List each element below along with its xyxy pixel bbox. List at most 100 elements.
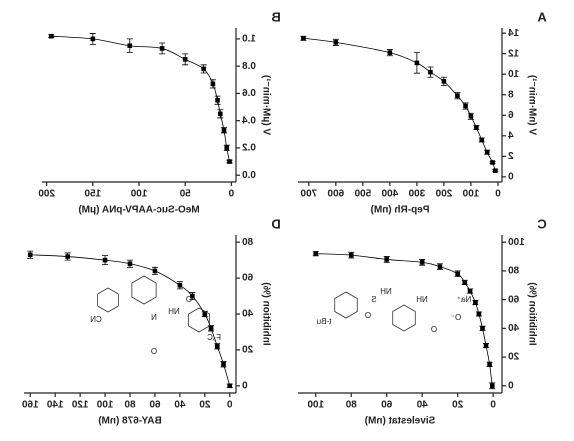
data-point bbox=[127, 43, 133, 49]
x-tick-label: 20 bbox=[452, 400, 464, 411]
data-point bbox=[201, 66, 206, 72]
data-point bbox=[468, 113, 474, 119]
y-tick-label: 12 bbox=[508, 48, 520, 59]
x-tick-label: 60 bbox=[149, 400, 161, 411]
data-point bbox=[414, 60, 420, 66]
fit-curve bbox=[30, 254, 231, 386]
x-tick-label: 200 bbox=[435, 189, 452, 200]
y-tick-label: 2 bbox=[508, 151, 514, 162]
y-axis-title: Inhibition (%) bbox=[260, 282, 271, 345]
data-point bbox=[474, 125, 479, 130]
y-tick-label: 0.8 bbox=[242, 61, 256, 72]
y-tick-label: 0.0 bbox=[242, 170, 256, 181]
x-tick-label: 40 bbox=[416, 400, 428, 411]
data-point bbox=[159, 46, 165, 51]
data-point bbox=[214, 344, 220, 349]
data-point bbox=[484, 149, 490, 155]
structure-label: O bbox=[186, 295, 192, 304]
ring bbox=[131, 275, 157, 305]
ring bbox=[97, 287, 119, 313]
x-tick-label: 100 bbox=[462, 189, 479, 200]
fit-curve bbox=[315, 253, 493, 386]
x-tick-label: 0 bbox=[227, 400, 233, 411]
data-point bbox=[182, 57, 188, 62]
x-tick-label: 400 bbox=[381, 189, 398, 200]
data-point bbox=[490, 160, 495, 165]
data-point bbox=[455, 93, 460, 99]
panel: 0.0 0.2 0.4 0.6 0.8 1.0 0 50 100 150 200 MeO-Suc-AA… bbox=[38, 9, 281, 215]
data-point bbox=[480, 326, 485, 331]
y-tick-label: 0 bbox=[508, 380, 514, 391]
panel: 0 20 40 60 80 0 20 40 60 80 100 120 140 160 BAY-678 (n… bbox=[21, 216, 280, 426]
data-point bbox=[221, 127, 227, 133]
data-point bbox=[387, 50, 393, 55]
data-point bbox=[428, 69, 433, 75]
structure-label: O⁻ bbox=[451, 313, 461, 322]
structure-label: N bbox=[151, 313, 157, 322]
x-tick-label: 140 bbox=[46, 400, 63, 411]
ring bbox=[334, 291, 358, 319]
data-point bbox=[441, 79, 447, 84]
x-axis-title: BAY-678 (nM) bbox=[98, 416, 162, 427]
x-tick-label: 0 bbox=[490, 400, 496, 411]
y-tick-label: 40 bbox=[242, 309, 254, 320]
data-point bbox=[217, 111, 223, 117]
panel-letter: C bbox=[537, 216, 547, 231]
x-tick-label: 50 bbox=[179, 189, 191, 200]
x-tick-label: 200 bbox=[38, 189, 55, 200]
data-point bbox=[313, 251, 319, 256]
panel-letter: D bbox=[271, 216, 280, 231]
y-axis-title: V (μM·min⁻¹) bbox=[260, 75, 271, 135]
x-tick-label: 100 bbox=[130, 189, 147, 200]
structure-label: t-Bu bbox=[317, 317, 332, 326]
y-axis-title: V (nM·min⁻¹) bbox=[526, 75, 537, 135]
data-point bbox=[467, 288, 473, 294]
ring bbox=[392, 304, 416, 332]
y-tick-label: 8 bbox=[508, 89, 514, 100]
y-tick-label: 0.6 bbox=[242, 88, 256, 99]
data-point bbox=[90, 36, 96, 42]
data-point bbox=[333, 40, 339, 45]
x-tick-label: 600 bbox=[327, 189, 344, 200]
data-point bbox=[419, 259, 425, 265]
y-tick-label: 40 bbox=[508, 323, 520, 334]
data-point bbox=[177, 282, 183, 288]
structure-label: CN bbox=[90, 315, 102, 324]
data-point bbox=[487, 361, 492, 367]
x-tick-label: 0 bbox=[228, 189, 234, 200]
data-point bbox=[476, 311, 482, 317]
structure-label: NH bbox=[380, 287, 392, 296]
y-tick-label: 20 bbox=[508, 352, 520, 363]
x-tick-label: 120 bbox=[71, 400, 88, 411]
y-tick-label: 10 bbox=[508, 69, 520, 80]
x-tick-label: 150 bbox=[84, 189, 101, 200]
x-tick-label: 300 bbox=[408, 189, 425, 200]
structure-label: O bbox=[151, 347, 157, 356]
structure-label: S bbox=[371, 295, 376, 304]
data-point bbox=[210, 81, 216, 87]
data-point bbox=[224, 145, 230, 151]
x-tick-label: 60 bbox=[381, 400, 393, 411]
data-point bbox=[479, 137, 485, 143]
data-point bbox=[152, 268, 158, 274]
fit-curve bbox=[51, 35, 230, 162]
data-point bbox=[455, 271, 460, 277]
structure-label: NH bbox=[168, 307, 180, 316]
mirrored-figure: 024681012140100200300400500600700Pep-Rh … bbox=[21, 9, 546, 426]
data-point bbox=[384, 257, 389, 262]
data-point bbox=[348, 252, 354, 258]
data-point bbox=[492, 168, 498, 174]
data-point bbox=[65, 254, 70, 259]
data-point bbox=[462, 280, 468, 285]
y-tick-label: 14 bbox=[508, 28, 520, 39]
panel: 0 2 4 6 8 10 12 14 0 100 200 300 400 500 600 700 Pep-Rh … bbox=[298, 9, 547, 216]
x-tick-label: 100 bbox=[96, 400, 113, 411]
structure-label: F₃C bbox=[207, 333, 221, 342]
data-point bbox=[483, 343, 489, 348]
data-point bbox=[127, 261, 133, 267]
data-point bbox=[473, 300, 478, 305]
data-point bbox=[190, 293, 195, 299]
y-tick-label: 60 bbox=[242, 273, 254, 284]
